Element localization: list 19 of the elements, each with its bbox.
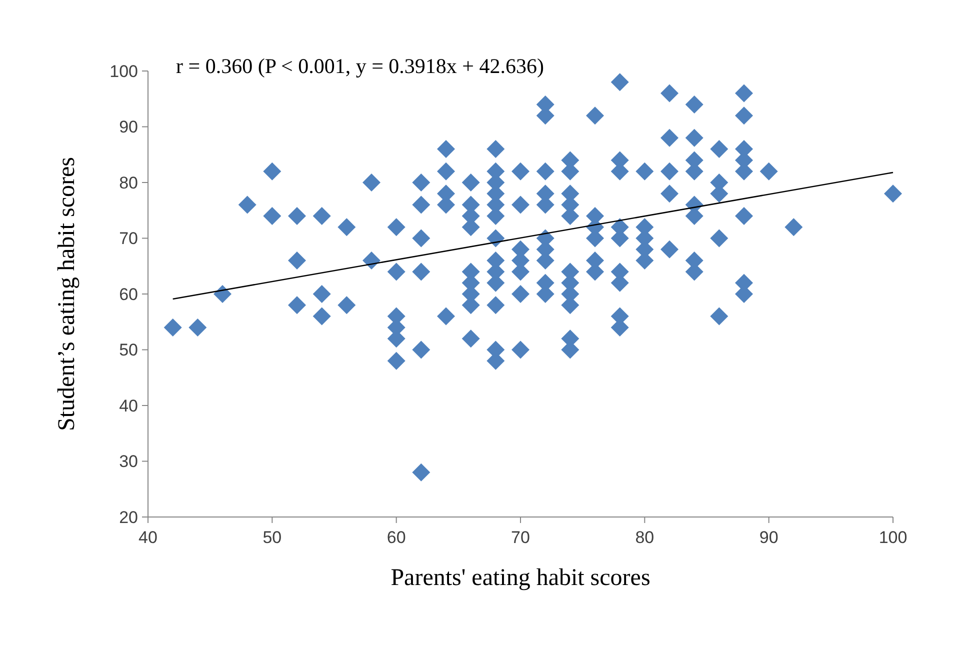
x-tick-label: 70: [511, 528, 530, 547]
x-tick-label: 90: [759, 528, 778, 547]
y-tick-label: 30: [119, 452, 138, 472]
x-tick-label: 80: [635, 528, 654, 547]
x-tick-label: 100: [878, 528, 908, 547]
x-tick-label: 50: [262, 528, 282, 547]
y-tick-label: 70: [119, 229, 138, 248]
x-tick-label: 60: [386, 528, 406, 547]
y-tick-label: 90: [119, 118, 138, 137]
y-tick-label: 20: [119, 508, 138, 527]
y-tick-label: 100: [110, 62, 138, 81]
y-tick-label: 40: [119, 396, 138, 416]
y-tick-label: 80: [119, 173, 138, 192]
x-axis-title: Parents' eating habit scores: [390, 565, 650, 591]
y-axis-title: Student’s eating habit scores: [54, 157, 80, 431]
y-tick-label: 60: [119, 284, 138, 304]
x-tick-label: 40: [138, 528, 158, 547]
y-tick-label: 50: [119, 340, 138, 360]
annotation: r = 0.360 (P < 0.001, y = 0.3918x + 42.636): [176, 54, 544, 78]
